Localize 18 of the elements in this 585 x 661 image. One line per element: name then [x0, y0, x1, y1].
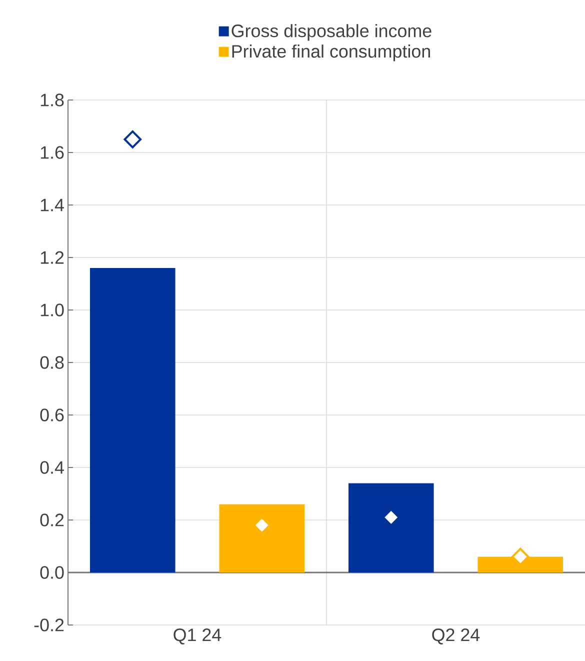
y-tick-label: 0.4: [40, 461, 64, 474]
x-tick-label: Q1 24: [174, 628, 222, 644]
y-tick-label: -0.2: [34, 618, 64, 632]
y-tick-label: 1.0: [40, 304, 64, 316]
y-tick-label: 1.4: [40, 198, 64, 212]
x-tick-label: Q2 24: [432, 628, 480, 644]
y-tick-label: 1.8: [40, 94, 64, 106]
bar: [219, 504, 305, 572]
legend-label: Private final consumption: [232, 44, 430, 62]
y-tick-label: 0.2: [40, 514, 64, 526]
y-tick-label: 0.6: [40, 408, 64, 422]
y-tick-label: 0.8: [40, 356, 64, 369]
bar: [90, 268, 176, 572]
y-tick-label: 0.0: [40, 566, 64, 579]
legend-label: Gross disposable income: [232, 24, 432, 41]
y-tick-label: 1.2: [40, 251, 64, 264]
y-tick-label: 1.6: [40, 146, 64, 159]
bar: [348, 483, 434, 572]
